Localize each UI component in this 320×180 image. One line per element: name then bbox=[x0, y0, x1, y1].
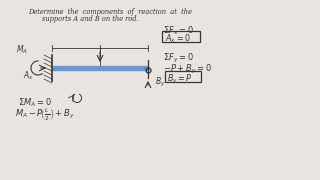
Text: $M_A - P\!\left(\frac{L}{2}\right) + B_y$: $M_A - P\!\left(\frac{L}{2}\right) + B_y… bbox=[15, 107, 75, 123]
Text: $B_y = P$: $B_y = P$ bbox=[167, 73, 193, 86]
Text: $A_x = 0$: $A_x = 0$ bbox=[165, 33, 191, 45]
Bar bbox=[165, 71, 201, 82]
Bar bbox=[162, 31, 200, 42]
Text: supports A and B on the rod.: supports A and B on the rod. bbox=[42, 15, 138, 23]
Text: $\Sigma M_A = 0$: $\Sigma M_A = 0$ bbox=[18, 96, 52, 109]
Bar bbox=[52, 66, 148, 70]
Text: Determine  the  components  of  reaction  at  the: Determine the components of reaction at … bbox=[28, 8, 192, 16]
Text: $M_A$: $M_A$ bbox=[16, 44, 28, 56]
Text: $\Sigma F_x = 0$: $\Sigma F_x = 0$ bbox=[163, 24, 194, 37]
Text: $B_y$: $B_y$ bbox=[155, 75, 165, 89]
Text: $-P + B_y = 0$: $-P + B_y = 0$ bbox=[163, 63, 212, 76]
Text: $\Sigma F_y = 0$: $\Sigma F_y = 0$ bbox=[163, 52, 194, 65]
Text: $A_x$: $A_x$ bbox=[23, 70, 33, 82]
